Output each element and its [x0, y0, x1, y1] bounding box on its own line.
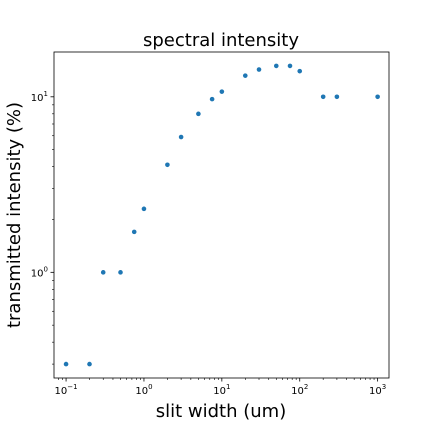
data-point: [287, 63, 293, 69]
data-point: [375, 94, 380, 100]
data-point: [219, 89, 225, 94]
data-point: [63, 361, 69, 367]
y-tick-label: 101: [31, 90, 48, 104]
x-tick-label: 102: [291, 383, 308, 397]
data-point: [256, 67, 262, 72]
x-tick-label: 101: [213, 383, 230, 397]
y-axis-label: transmitted intensity (%): [4, 102, 25, 328]
x-axis-ticks: 10−1 100 101 102 103: [55, 378, 386, 397]
data-point: [141, 206, 147, 212]
data-point: [87, 361, 92, 367]
y-axis-ticks: 100 101: [31, 90, 54, 279]
x-tick-label: 100: [135, 383, 152, 397]
data-point: [118, 270, 123, 275]
data-point: [242, 73, 248, 78]
chart-title: spectral intensity: [143, 30, 299, 51]
data-point: [334, 94, 340, 100]
data-point: [131, 229, 137, 235]
data-point: [209, 96, 215, 102]
data-point: [100, 270, 106, 275]
data-point: [196, 111, 201, 117]
data-point: [297, 68, 303, 74]
plot-area: 10−1 100 101 102 103 100 101: [31, 51, 390, 397]
x-tick-label: 103: [369, 383, 386, 397]
minor-ticks: [52, 104, 375, 380]
data-point: [165, 162, 170, 168]
y-tick-label: 100: [31, 265, 48, 279]
x-tick-label: 10−1: [55, 383, 78, 397]
x-axis-label: slit width (um): [156, 401, 286, 422]
data-point: [273, 63, 279, 69]
data-point: [178, 134, 184, 140]
data-points: [63, 63, 380, 367]
data-point: [320, 94, 326, 100]
